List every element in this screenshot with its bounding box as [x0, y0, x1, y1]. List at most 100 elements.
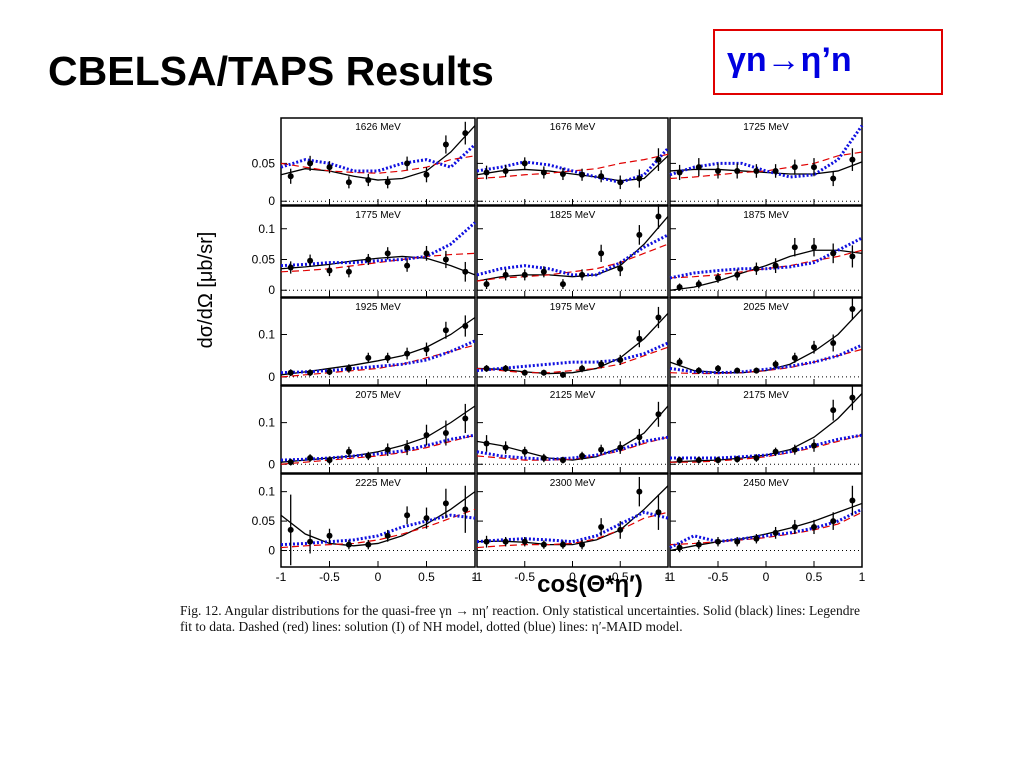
data-point — [404, 444, 411, 451]
x-tick-label: -1 — [472, 570, 483, 584]
data-point — [307, 257, 314, 264]
panel: 1975 MeV — [476, 297, 669, 386]
data-point — [365, 177, 372, 184]
data-point — [540, 169, 547, 176]
data-point — [559, 170, 566, 177]
data-point — [307, 538, 314, 545]
data-point — [676, 457, 683, 464]
data-point — [559, 457, 566, 464]
data-point — [753, 455, 760, 462]
x-tick-label: -0.5 — [514, 570, 535, 584]
data-point — [849, 306, 856, 313]
data-point — [521, 271, 528, 278]
model-curve — [669, 249, 863, 291]
data-point — [307, 369, 314, 376]
reaction-label: γn→η’n — [727, 41, 852, 79]
model-curve — [476, 435, 669, 461]
data-point — [636, 175, 643, 182]
panel-frame — [280, 473, 476, 568]
panel-frame — [280, 117, 476, 206]
data-point — [307, 455, 314, 462]
data-point — [502, 538, 509, 545]
model-curve — [669, 124, 864, 179]
data-point — [715, 274, 721, 281]
data-point — [423, 250, 430, 257]
data-point — [811, 442, 817, 449]
model-curve — [476, 155, 669, 182]
x-tick-label: 0 — [763, 570, 770, 584]
data-point — [365, 256, 372, 263]
y-tick-label: 0.05 — [252, 252, 276, 266]
data-point — [636, 231, 643, 238]
data-point — [655, 156, 662, 163]
data-point — [423, 346, 430, 353]
data-point — [579, 541, 586, 548]
data-point — [502, 444, 509, 451]
data-point — [326, 532, 333, 539]
panel: 2175 MeV — [669, 385, 863, 474]
data-point — [676, 359, 683, 366]
data-point — [617, 526, 624, 533]
data-point — [462, 415, 469, 422]
data-point — [849, 394, 856, 401]
panel-title: 1676 MeV — [550, 122, 596, 133]
panel-title: 1925 MeV — [355, 302, 401, 313]
data-point — [345, 448, 352, 455]
data-point — [598, 361, 605, 368]
data-point — [811, 344, 817, 351]
model-curve — [476, 312, 669, 375]
data-point — [404, 512, 411, 519]
model-curve — [476, 216, 669, 282]
data-point — [540, 369, 547, 376]
x-tick-label: -0.5 — [319, 570, 340, 584]
model-curve — [669, 502, 863, 552]
data-point — [345, 365, 352, 372]
panel-title: 2450 MeV — [743, 478, 789, 489]
panel-title: 1825 MeV — [550, 210, 596, 221]
panel-title: 1725 MeV — [743, 122, 789, 133]
panel-title: 2125 MeV — [550, 390, 596, 401]
data-point — [540, 268, 547, 275]
data-point — [655, 411, 662, 418]
data-point — [849, 253, 856, 260]
data-point — [830, 175, 837, 182]
data-point — [345, 541, 352, 548]
x-tick-label: 0 — [569, 570, 576, 584]
data-point — [791, 164, 798, 171]
data-point — [384, 354, 391, 361]
data-point — [442, 500, 449, 507]
data-point — [753, 265, 760, 272]
data-point — [791, 244, 798, 251]
data-point — [423, 515, 430, 522]
data-point — [676, 169, 683, 176]
panel: 2025 MeV — [669, 297, 863, 386]
panel-frame — [669, 117, 863, 206]
model-curve — [280, 125, 476, 181]
figure: dσ/dΩ [μb/sr] cos(Θ*η′) 0 0.05 1626 MeV 167… — [195, 117, 866, 598]
data-point — [442, 430, 449, 437]
data-point — [579, 171, 586, 178]
model-curve — [670, 433, 863, 460]
y-tick-label: 0 — [268, 544, 275, 558]
data-point — [345, 268, 352, 275]
data-point — [655, 314, 662, 321]
data-point — [521, 160, 528, 167]
panel-frame — [669, 473, 863, 568]
data-point — [423, 171, 430, 178]
data-point — [772, 361, 779, 368]
data-point — [617, 179, 624, 186]
y-tick-label: 0.1 — [258, 327, 275, 341]
panel-title: 2225 MeV — [355, 478, 401, 489]
y-tick-label: 0.1 — [258, 222, 275, 236]
model-curve — [280, 491, 476, 547]
panel-title: 2075 MeV — [355, 390, 401, 401]
data-point — [715, 167, 721, 174]
x-tick-label: 0.5 — [612, 570, 629, 584]
data-point — [442, 141, 449, 148]
data-point — [483, 281, 490, 288]
x-tick-label: 0.5 — [418, 570, 435, 584]
data-point — [483, 538, 490, 545]
y-tick-label: 0.1 — [258, 485, 275, 499]
model-curve — [476, 147, 670, 184]
